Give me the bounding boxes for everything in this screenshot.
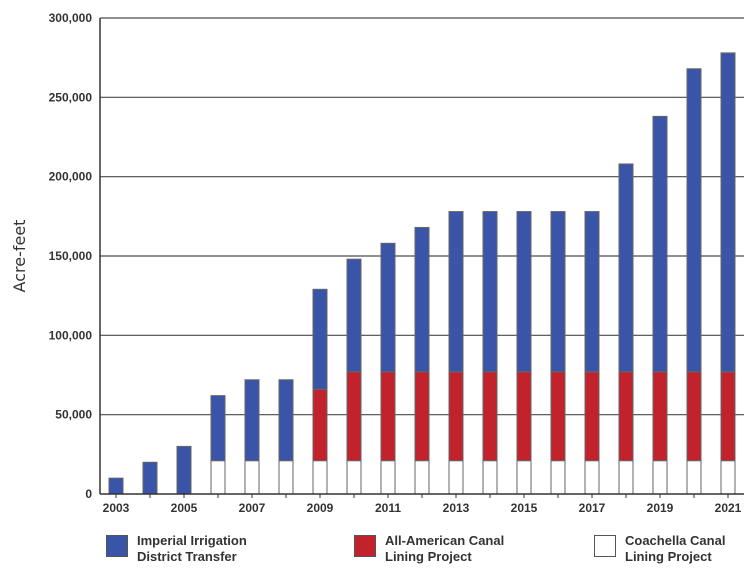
bar-segment (686, 460, 702, 495)
bar-segment (482, 211, 498, 373)
legend-swatch (354, 535, 376, 557)
bar-segment (584, 460, 600, 495)
x-tick-label: 2007 (239, 501, 266, 515)
bar-segment (244, 460, 260, 495)
bar-segment (618, 371, 634, 462)
bar-segment (720, 371, 736, 462)
bar-segment (380, 371, 396, 462)
bars (108, 52, 736, 495)
bar-segment (550, 211, 566, 373)
bar-segment (448, 211, 464, 373)
bar-segment (448, 371, 464, 462)
bar-segment (278, 379, 294, 462)
y-tick-label: 100,000 (49, 328, 93, 342)
bar-segment (550, 371, 566, 462)
y-tick-label: 50,000 (55, 408, 92, 422)
bar-segment (244, 379, 260, 462)
bar-segment (720, 52, 736, 373)
bar-segment (584, 211, 600, 373)
y-tick-label: 200,000 (49, 170, 93, 184)
bar-segment (176, 445, 192, 495)
bar-segment (652, 460, 668, 495)
y-axis-label: Acre-feet (10, 220, 29, 293)
x-tick-label: 2015 (511, 501, 538, 515)
bar-segment (720, 460, 736, 495)
bar-segment (686, 371, 702, 462)
bar-segment (584, 371, 600, 462)
bar-segment (618, 163, 634, 373)
x-tick-label: 2009 (307, 501, 334, 515)
bar-segment (142, 461, 158, 495)
bar-segment (414, 371, 430, 462)
y-tick-label: 300,000 (49, 11, 93, 25)
bar-segment (482, 460, 498, 495)
y-tick-label: 150,000 (49, 249, 93, 263)
bar-segment (652, 115, 668, 373)
bar-segment (346, 460, 362, 495)
bar-segment (516, 211, 532, 373)
bar-segment (380, 242, 396, 373)
legend-swatch (594, 535, 616, 557)
bar-segment (414, 226, 430, 373)
x-tick-label: 2005 (171, 501, 198, 515)
x-tick-label: 2019 (647, 501, 674, 515)
bar-segment (448, 460, 464, 495)
bar-segment (516, 371, 532, 462)
bar-segment (346, 258, 362, 373)
bar-segment (312, 460, 328, 495)
x-tick-label: 2017 (579, 501, 606, 515)
legend-label: Imperial Irrigation District Transfer (137, 533, 247, 564)
bar-segment (210, 460, 226, 495)
bar-segment (550, 460, 566, 495)
y-tick-labels: 0 50,000 100,000 150,000 200,000 250,000 300,0… (49, 11, 93, 501)
bar-segment (516, 460, 532, 495)
bar-segment (312, 388, 328, 462)
bar-segment (414, 460, 430, 495)
x-tick-label: 2021 (715, 501, 742, 515)
bar-segment (482, 371, 498, 462)
x-tick-label: 2003 (103, 501, 130, 515)
bar-segment (686, 68, 702, 373)
legend-all-american: All-American Canal Lining Project (354, 533, 504, 565)
legend-swatch (106, 535, 128, 557)
legend-label: All-American Canal Lining Project (385, 533, 505, 564)
bar-segment (278, 460, 294, 495)
x-tick-label: 2011 (375, 501, 401, 515)
bar-segment (652, 371, 668, 462)
legend-imperial: Imperial Irrigation District Transfer (106, 533, 247, 565)
axes (99, 18, 744, 498)
legend-label: Coachella Canal Lining Project (625, 533, 726, 564)
legend-coachella: Coachella Canal Lining Project (594, 533, 725, 565)
bar-segment (380, 460, 396, 495)
bar-segment (618, 460, 634, 495)
y-tick-label: 0 (85, 487, 92, 501)
x-tick-labels: 2003 2005 2007 2009 2011 2013 2015 2017 2019 2021 (103, 501, 742, 515)
bar-segment (346, 371, 362, 462)
bar-segment (210, 395, 226, 462)
x-tick-label: 2013 (443, 501, 470, 515)
y-tick-label: 250,000 (49, 90, 93, 104)
bar-segment (312, 288, 328, 390)
bar-segment (108, 477, 124, 495)
